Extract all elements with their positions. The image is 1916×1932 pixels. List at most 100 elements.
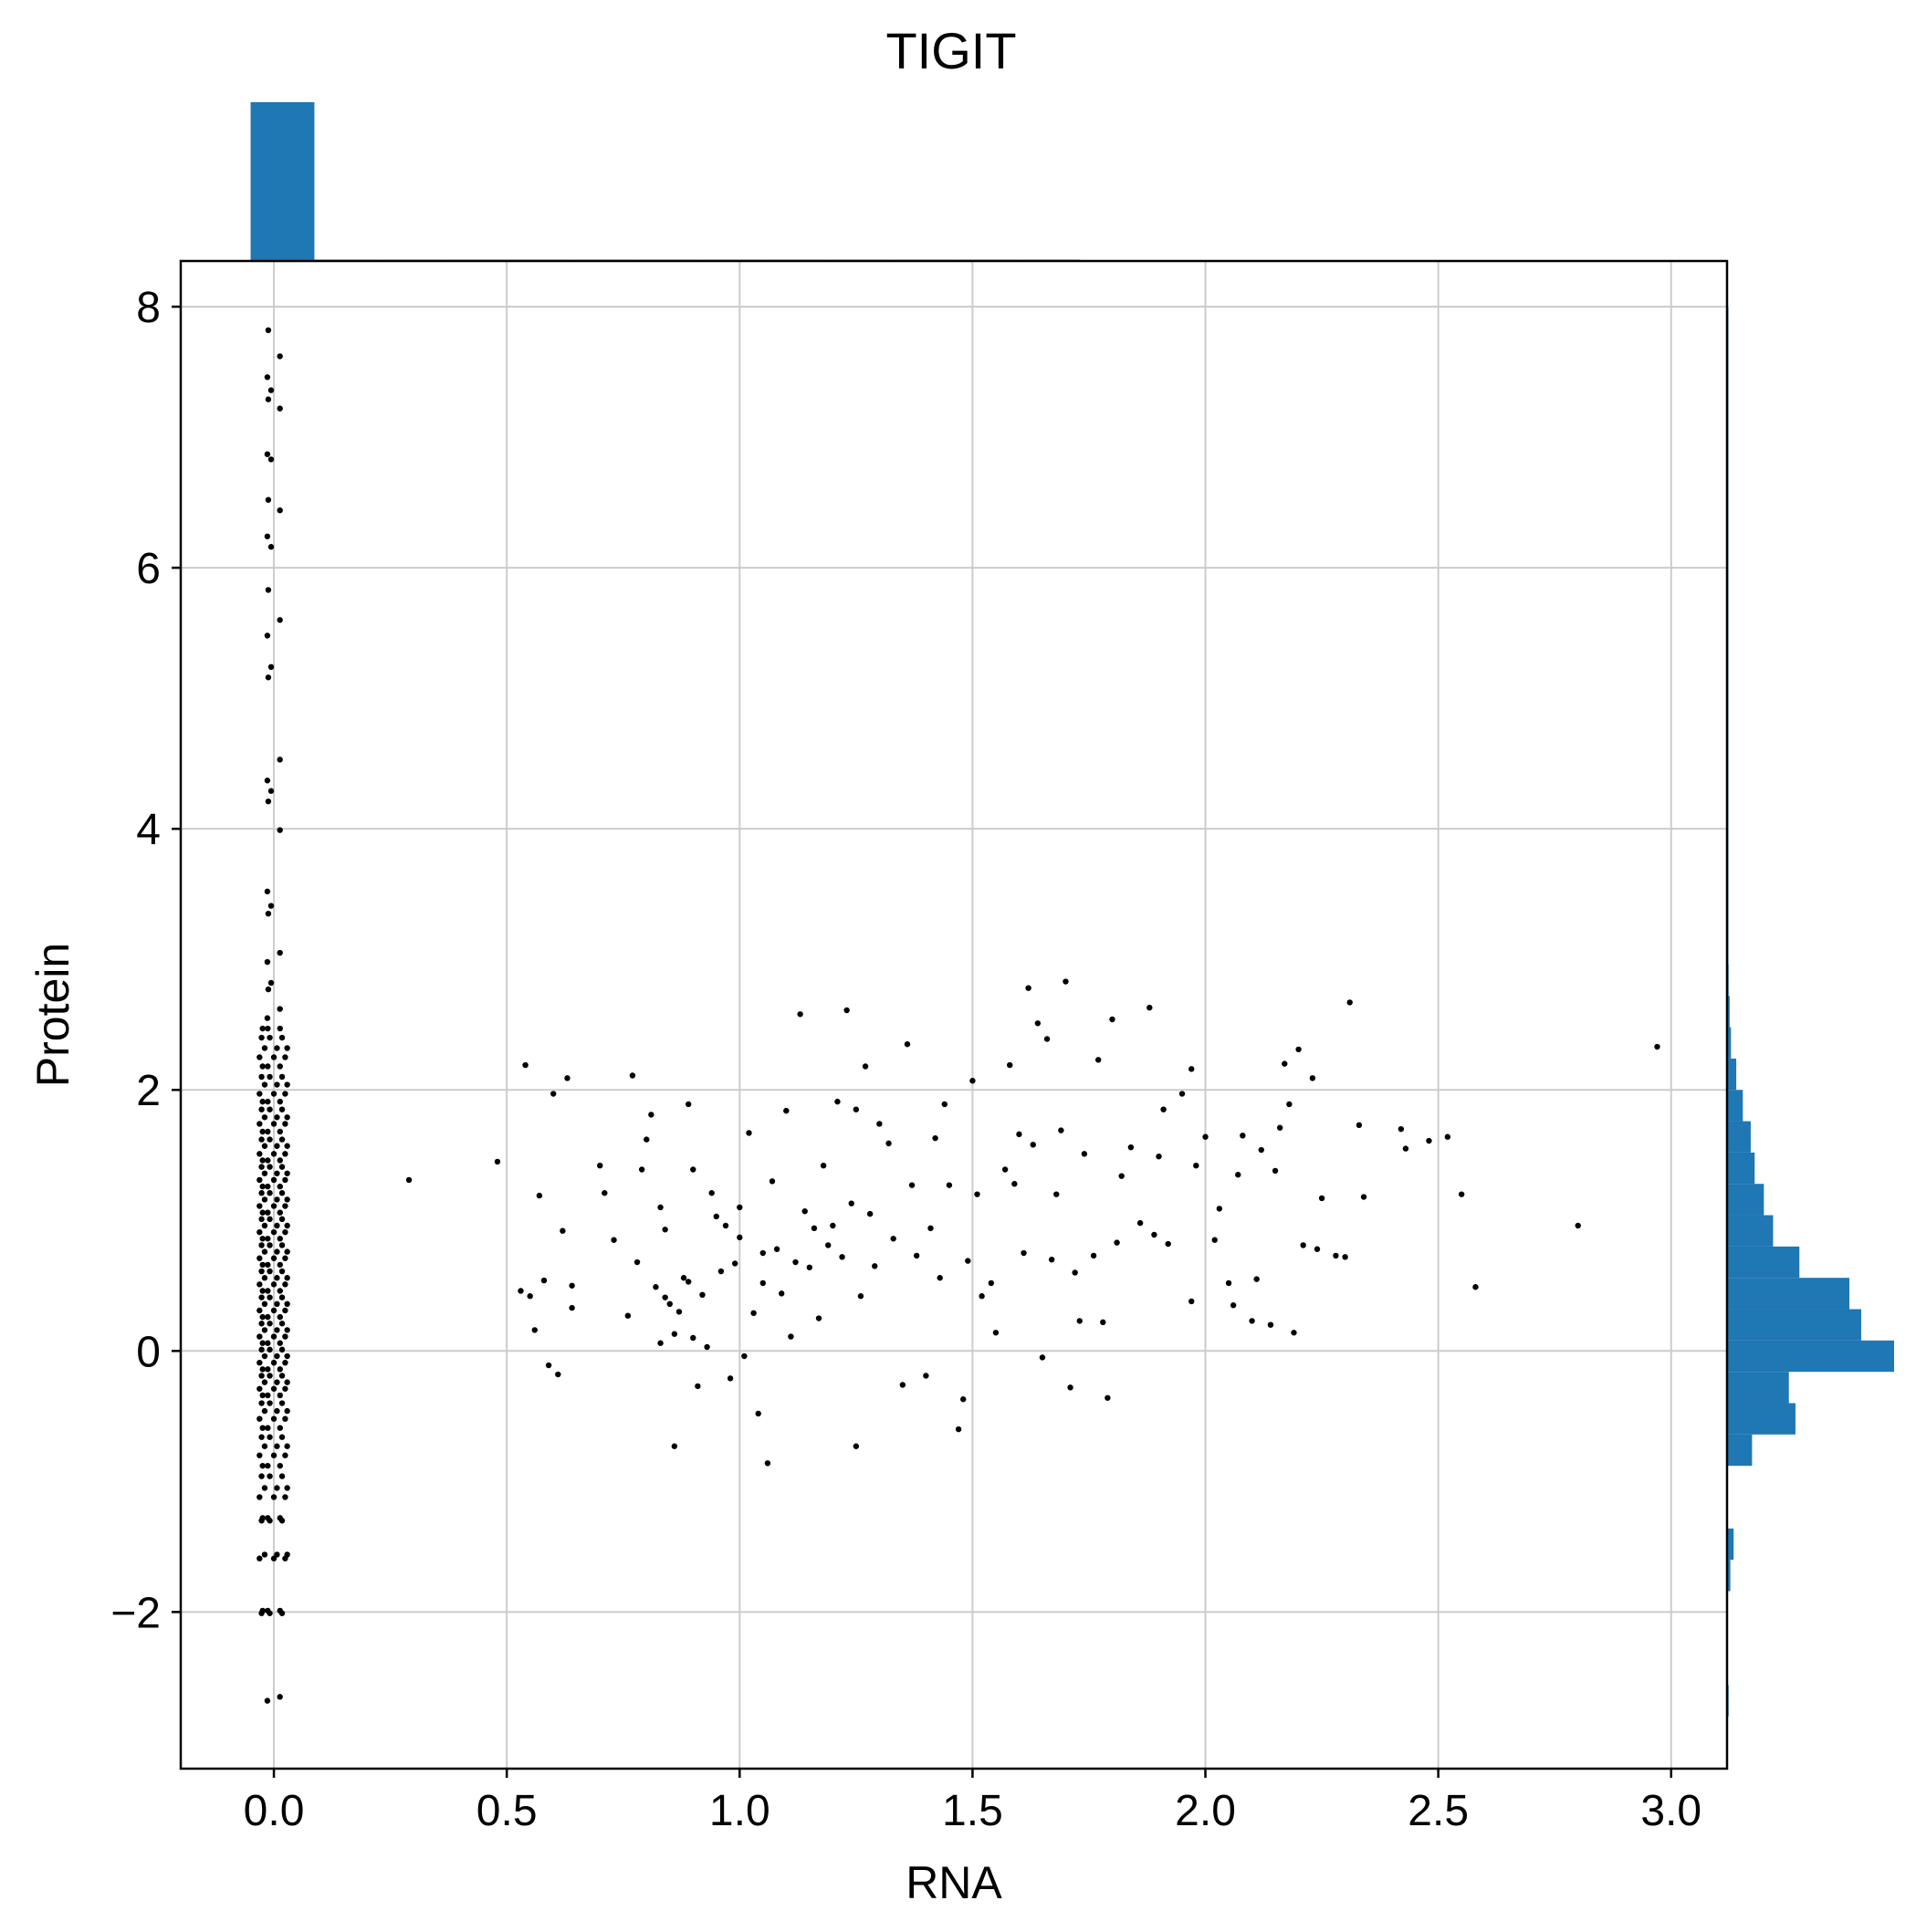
x-tick-label: 0.5 (476, 1787, 538, 1835)
scatter-point (1398, 1125, 1405, 1133)
scatter-point (257, 1228, 263, 1236)
scatter-point (274, 1443, 280, 1449)
scatter-point (270, 1494, 277, 1500)
scatter-point (264, 632, 271, 639)
scatter-point (277, 1063, 283, 1070)
scatter-point (1654, 1043, 1660, 1050)
scatter-point (284, 1275, 290, 1281)
scatter-point (699, 1291, 706, 1299)
scatter-point (662, 1227, 668, 1233)
scatter-point (265, 798, 272, 805)
scatter-point (259, 1261, 266, 1269)
scatter-point (666, 1300, 673, 1308)
scatter-point (284, 1300, 290, 1308)
scatter-point (1314, 1246, 1321, 1252)
scatter-point (270, 1333, 277, 1340)
scatter-point (259, 1209, 266, 1216)
scatter-point (1063, 978, 1069, 985)
scatter-point (1160, 1106, 1167, 1112)
scatter-point (261, 1170, 268, 1176)
scatter-point (1458, 1191, 1465, 1197)
scatter-point (267, 1268, 273, 1275)
scatter-point (955, 1426, 962, 1433)
scatter-point (277, 353, 283, 360)
scatter-point (278, 1242, 286, 1248)
scatter-point (257, 1307, 263, 1314)
scatter-point (278, 1268, 286, 1275)
scatter-point (927, 1225, 934, 1232)
scatter-point (1136, 1219, 1144, 1227)
scatter-point (1127, 1144, 1135, 1151)
scatter-point (657, 1340, 664, 1346)
scatter-point (792, 1258, 799, 1266)
scatter-point (992, 1330, 1000, 1336)
scatter-point (270, 1415, 277, 1422)
scatter-point (267, 1610, 273, 1616)
scatter-point (267, 387, 275, 393)
scatter-point (265, 1261, 271, 1269)
scatter-point (257, 1091, 263, 1097)
scatter-point (261, 1352, 268, 1360)
scatter-point (270, 1307, 277, 1314)
scatter-point (1090, 1252, 1097, 1259)
scatter-point (267, 1321, 273, 1327)
scatter-point (755, 1410, 761, 1417)
scatter-point (261, 1248, 268, 1255)
scatter-point (1146, 1004, 1153, 1011)
scatter-point (277, 1098, 283, 1105)
y-histogram-bar (1727, 1278, 1850, 1310)
scatter-point (801, 1208, 808, 1215)
scatter-point (284, 1485, 290, 1491)
scatter-point (708, 1190, 715, 1196)
scatter-point (265, 1128, 271, 1135)
scatter-point (265, 674, 272, 681)
y-marginal-histogram (1727, 307, 1894, 1717)
scatter-point (1253, 1276, 1260, 1282)
scatter-point (522, 1061, 529, 1069)
scatter-point (259, 1063, 266, 1070)
scatter-point (284, 1443, 290, 1449)
scatter-point (267, 1034, 273, 1041)
scatter-point (282, 1203, 288, 1209)
y-histogram-bar (1727, 1309, 1861, 1341)
scatter-point (545, 1362, 552, 1369)
scatter-point (536, 1192, 543, 1199)
scatter-point (274, 1143, 280, 1149)
scatter-point (267, 1164, 273, 1170)
scatter-point (258, 1434, 265, 1440)
scatter-point (908, 1182, 916, 1188)
scatter-point (1258, 1146, 1264, 1154)
scatter-point (258, 1610, 265, 1616)
scatter-point (265, 1183, 271, 1190)
scatter-point (988, 1279, 995, 1287)
scatter-point (278, 1164, 286, 1170)
scatter-point (265, 496, 272, 503)
scatter-point (261, 1300, 268, 1308)
y-tick-label: 2 (136, 1067, 161, 1115)
scatter-point (1151, 1231, 1157, 1238)
scatter-point (257, 1176, 263, 1184)
scatter-point (1211, 1237, 1218, 1243)
scatter-point (259, 1288, 266, 1294)
scatter-point (830, 1222, 836, 1229)
scatter-point (259, 1425, 266, 1431)
scatter-point (282, 1415, 288, 1422)
scatter-point (629, 1072, 636, 1079)
scatter-point (274, 1081, 280, 1088)
y-tick-label: −2 (110, 1589, 161, 1637)
scatter-point (671, 1443, 678, 1449)
scatter-point (274, 1327, 280, 1333)
scatter-point (811, 1225, 818, 1232)
scatter-point (274, 1114, 280, 1121)
scatter-point (890, 1236, 896, 1242)
scatter-point (1276, 1124, 1283, 1131)
scatter-point (1346, 999, 1353, 1006)
scatter-point (274, 1248, 280, 1255)
scatter-point (282, 1176, 288, 1184)
scatter-point (657, 1204, 664, 1211)
scatter-point (277, 1313, 283, 1321)
scatter-point (731, 1260, 738, 1267)
scatter-point (737, 1234, 743, 1241)
scatter-point (1001, 1166, 1009, 1173)
scatter-point (270, 1091, 277, 1097)
